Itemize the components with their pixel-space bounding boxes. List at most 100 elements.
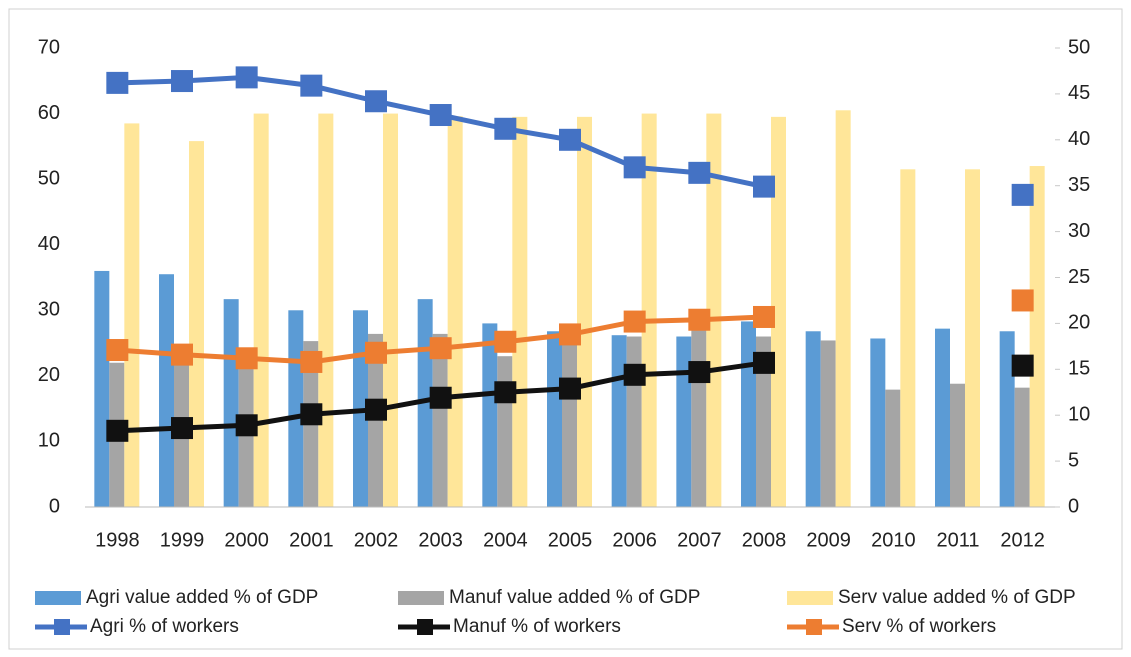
line-marker [494, 330, 517, 353]
legend-swatch [398, 591, 444, 605]
x-tick-label: 2010 [871, 529, 916, 551]
bar [950, 383, 965, 507]
bar [512, 116, 528, 507]
line-marker [688, 308, 711, 331]
line-marker [559, 128, 581, 151]
legend-label: Serv % of workers [842, 616, 996, 637]
x-tick-label: 2008 [742, 529, 787, 551]
y-tick-label: 20 [38, 364, 60, 386]
y-tick-label: 50 [38, 167, 60, 189]
bar [935, 328, 950, 507]
bar [547, 331, 562, 507]
y-tick-label: 60 [38, 102, 60, 124]
bar [1014, 387, 1030, 507]
line-marker [494, 117, 517, 140]
y2-tick-label: 45 [1068, 82, 1090, 104]
y-tick-label: 10 [38, 430, 60, 452]
bar [562, 343, 577, 507]
x-tick-label: 1999 [160, 529, 205, 551]
line-marker [300, 350, 323, 373]
line-marker [429, 386, 452, 409]
bar [253, 113, 269, 508]
line-marker [235, 66, 258, 89]
line-marker [365, 341, 387, 364]
line-marker [753, 351, 775, 374]
bar [756, 336, 771, 507]
bar [741, 321, 756, 507]
line-marker [623, 156, 646, 179]
line-marker [106, 339, 129, 362]
line-marker [559, 323, 581, 346]
x-tick-label: 2005 [548, 529, 593, 551]
x-tick-label: 2000 [224, 529, 269, 551]
legend-swatch [417, 619, 433, 635]
x-tick-label: 1998 [95, 529, 140, 551]
y-tick-label: 40 [38, 233, 60, 255]
line-marker [235, 347, 258, 370]
bar [900, 169, 916, 508]
bar [626, 336, 642, 507]
line-marker [1011, 289, 1034, 312]
legend-label: Serv value added % of GDP [838, 587, 1076, 608]
y2-tick-label: 0 [1068, 495, 1079, 517]
line-marker [753, 305, 775, 328]
x-tick-label: 2002 [354, 529, 399, 551]
bar [497, 356, 513, 507]
bar [124, 123, 140, 508]
bar [820, 340, 836, 507]
x-tick-label: 2006 [612, 529, 657, 551]
y-tick-label: 0 [49, 495, 60, 517]
y-tick-label: 30 [38, 299, 60, 321]
x-tick-label: 2004 [483, 529, 528, 551]
bar [676, 336, 692, 507]
x-tick-label: 2011 [936, 529, 979, 551]
bar [999, 331, 1015, 507]
y2-tick-label: 15 [1068, 358, 1090, 380]
line-marker [1011, 354, 1034, 377]
x-tick-label: 2009 [806, 529, 851, 551]
line-marker [171, 343, 193, 366]
bar [318, 113, 334, 508]
bar [189, 141, 204, 507]
bar [706, 113, 722, 508]
line-marker [300, 74, 323, 97]
bar [611, 335, 627, 507]
line-marker [106, 71, 129, 94]
x-tick-label: 2012 [1000, 529, 1045, 551]
line-marker [429, 104, 452, 127]
line-marker [623, 363, 646, 386]
legend-label: Agri % of workers [90, 616, 239, 637]
bar [383, 113, 398, 508]
legend-swatch [35, 591, 81, 605]
bar [447, 116, 463, 508]
bar [94, 270, 110, 507]
line-marker [235, 414, 258, 437]
line-marker [171, 417, 193, 440]
legend-label: Manuf value added % of GDP [449, 587, 700, 608]
bar [691, 329, 707, 507]
bar [805, 331, 821, 507]
x-tick-label: 2003 [418, 529, 463, 551]
line-marker [753, 175, 775, 198]
bar [641, 113, 657, 508]
line-marker [365, 90, 387, 113]
bar [159, 274, 174, 507]
line-marker [429, 337, 452, 360]
line-marker [300, 403, 323, 426]
bar [223, 299, 239, 507]
line-marker [365, 398, 387, 421]
bar [965, 169, 980, 508]
line-marker [688, 361, 711, 384]
line-marker [171, 70, 193, 93]
y2-tick-label: 35 [1068, 174, 1090, 196]
line-marker [559, 377, 581, 400]
y2-tick-label: 5 [1068, 449, 1079, 471]
bar [771, 116, 786, 507]
line-marker [494, 381, 517, 404]
bar [885, 389, 901, 507]
line-marker [623, 310, 646, 333]
bar [835, 110, 851, 508]
legend-swatch [54, 619, 70, 635]
legend-swatch [806, 619, 822, 635]
